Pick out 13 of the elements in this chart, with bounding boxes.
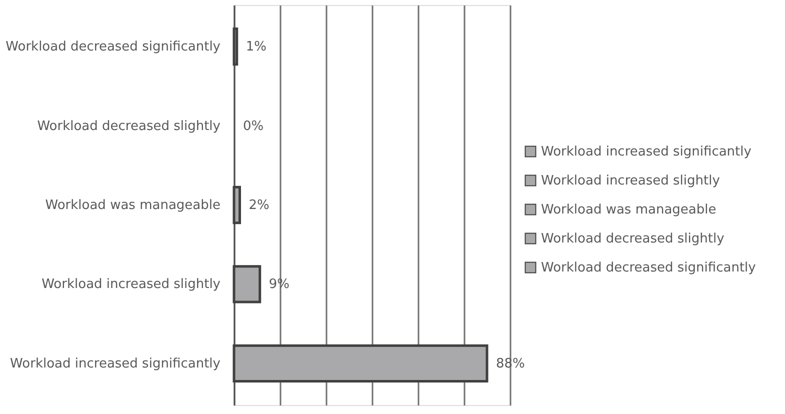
legend-label: Workload decreased slightly — [541, 232, 725, 246]
y-tick-label: Workload decreased significantly — [6, 40, 221, 55]
data-label: 1% — [246, 40, 266, 55]
y-tick-label: Workload increased significantly — [10, 356, 221, 372]
legend-label: Workload was manageable — [541, 202, 716, 218]
legend-label: Workload increased significantly — [541, 144, 752, 160]
y-tick-label: Workload increased slightly — [42, 277, 221, 292]
data-label: 0% — [243, 118, 264, 134]
legend-label: Workload increased slightly — [541, 174, 720, 188]
y-tick-label: Workload was manageable — [45, 198, 220, 213]
y-tick-label: Workload decreased slightly — [37, 118, 221, 134]
legend-label: Workload decreased significantly — [541, 260, 756, 276]
data-label: 2% — [248, 198, 270, 213]
